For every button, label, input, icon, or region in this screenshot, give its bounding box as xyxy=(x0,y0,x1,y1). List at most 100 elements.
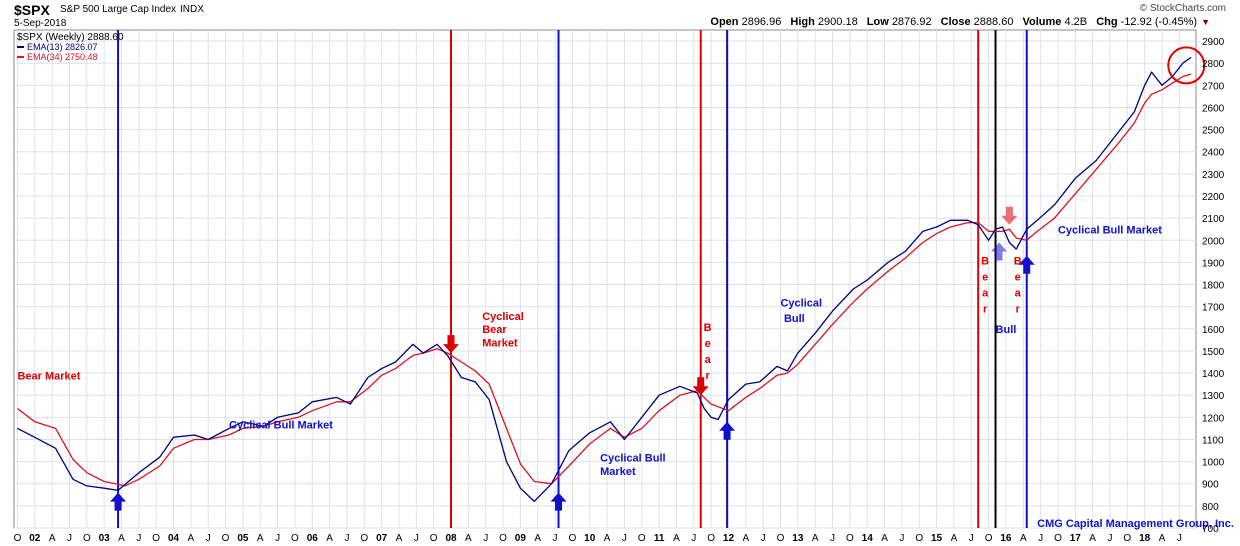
x-month-label: O xyxy=(360,533,368,544)
y-tick-label: 2900 xyxy=(1202,37,1225,48)
x-month-label: A xyxy=(951,533,958,544)
x-month-label: A xyxy=(881,533,888,544)
annotation-label: Bear xyxy=(482,324,507,336)
down-arrow-icon xyxy=(1001,206,1018,225)
annotation-label: Cyclical Bull Market xyxy=(229,419,333,431)
y-tick-label: 2600 xyxy=(1202,103,1225,114)
y-tick-label: 1200 xyxy=(1202,413,1225,424)
vertical-annotation-letter: r xyxy=(983,304,988,316)
chart-date: 5-Sep-2018 xyxy=(14,18,67,29)
x-month-label: O xyxy=(430,533,438,544)
x-month-label: A xyxy=(257,533,264,544)
ema34-line xyxy=(17,73,1192,487)
up-arrow-icon xyxy=(550,492,567,511)
x-month-label: A xyxy=(742,533,749,544)
x-month-label: J xyxy=(275,533,280,544)
vertical-annotation-letter: e xyxy=(705,338,711,350)
x-month-label: J xyxy=(136,533,141,544)
y-tick-label: 900 xyxy=(1202,480,1219,491)
y-tick-label: 1900 xyxy=(1202,258,1225,269)
x-year-label: 10 xyxy=(584,533,596,544)
change-label: Chg xyxy=(1096,16,1118,28)
y-tick-label: 2300 xyxy=(1202,170,1225,181)
high-value: 2900.18 xyxy=(817,16,858,28)
x-month-label: J xyxy=(483,533,488,544)
y-tick-label: 2700 xyxy=(1202,81,1225,92)
x-month-label: A xyxy=(326,533,333,544)
x-month-label: J xyxy=(414,533,419,544)
x-month-label: O xyxy=(569,533,577,544)
vertical-annotation-letter: B xyxy=(1014,256,1022,268)
y-tick-label: 1600 xyxy=(1202,325,1225,336)
x-year-label: 11 xyxy=(654,533,665,544)
annotation-label: Market xyxy=(482,338,518,350)
x-month-label: J xyxy=(1107,533,1112,544)
up-arrow-icon xyxy=(1018,255,1035,274)
x-axis: O 02 A J O 03 A J O 04 A J O 05 A J O 06 A J O 07 A J O 08 A J O 09 A J… xyxy=(14,533,1182,544)
x-month-label: J xyxy=(761,533,766,544)
x-month-label: O xyxy=(915,533,923,544)
x-month-label: A xyxy=(1089,533,1096,544)
y-tick-label: 700 xyxy=(1202,524,1219,535)
x-month-label: J xyxy=(1177,533,1182,544)
y-axis: 700 800 900 1000 1100 1200 1300 1400 1500 1600 170… xyxy=(1202,37,1225,535)
x-month-label: J xyxy=(206,533,211,544)
down-triangle-icon: ▼ xyxy=(1201,17,1210,27)
legend-entry: EMA(34) 2750.48 xyxy=(27,52,98,62)
up-arrow-icon xyxy=(110,492,127,511)
vertical-annotation-letter: r xyxy=(706,370,711,382)
x-year-label: 09 xyxy=(515,533,527,544)
x-month-label: A xyxy=(812,533,819,544)
highlight-circle xyxy=(1167,46,1206,85)
ema13-line xyxy=(17,56,1192,503)
series-lines xyxy=(17,56,1192,503)
x-year-label: 07 xyxy=(376,533,388,544)
annotation-label: Market xyxy=(600,466,636,478)
down-arrow-icon xyxy=(692,377,709,396)
y-tick-label: 1300 xyxy=(1202,391,1225,402)
x-year-label: 18 xyxy=(1139,533,1151,544)
x-month-label: A xyxy=(465,533,472,544)
y-tick-label: 2200 xyxy=(1202,192,1225,203)
x-month-label: J xyxy=(899,533,904,544)
legend-entry: EMA(13) 2826.07 xyxy=(27,42,98,52)
grid-lines xyxy=(14,30,1196,529)
y-tick-label: 2400 xyxy=(1202,148,1225,159)
high-label: High xyxy=(790,16,815,28)
annotation-label: CMG Capital Management Group, Inc. xyxy=(1037,518,1234,530)
x-year-label: 13 xyxy=(792,533,804,544)
change-value: -12.92 (-0.45%) xyxy=(1120,16,1198,28)
up-arrow-icon xyxy=(991,242,1007,261)
x-month-label: A xyxy=(118,533,125,544)
y-tick-label: 2100 xyxy=(1202,214,1225,225)
x-month-label: A xyxy=(396,533,403,544)
up-arrow-icon xyxy=(719,421,736,440)
y-tick-label: 2000 xyxy=(1202,236,1225,247)
quote-bar: Open 2896.96 High 2900.18 Low 2876.92 Cl… xyxy=(710,16,1210,28)
annotation-label: Bull xyxy=(996,324,1017,336)
x-year-label: 15 xyxy=(931,533,943,544)
signal-arrows xyxy=(110,206,1035,511)
x-month-label: O xyxy=(291,533,299,544)
y-tick-label: 1000 xyxy=(1202,458,1225,469)
x-month-label: O xyxy=(777,533,785,544)
brand-watermark: © StockCharts.com xyxy=(1139,3,1226,14)
x-year-label: 14 xyxy=(862,533,874,544)
x-month-label: A xyxy=(534,533,541,544)
x-year-label: 05 xyxy=(237,533,249,544)
vertical-annotation-letter: a xyxy=(982,288,989,300)
annotation-label: Cyclical xyxy=(482,311,524,323)
x-year-label: 17 xyxy=(1070,533,1082,544)
instrument-description: S&P 500 Large Cap Index INDX xyxy=(60,4,204,15)
x-month-label: O xyxy=(499,533,507,544)
x-month-label: J xyxy=(691,533,696,544)
signal-lines xyxy=(117,30,1028,528)
legend-entry: $SPX (Weekly) 2888.60 xyxy=(17,32,124,43)
vertical-annotation-letter: r xyxy=(1016,304,1021,316)
x-month-label: O xyxy=(707,533,715,544)
annotation-label: Cyclical xyxy=(780,298,822,310)
x-month-label: A xyxy=(188,533,195,544)
x-month-label: A xyxy=(604,533,611,544)
y-tick-label: 2500 xyxy=(1202,126,1225,137)
